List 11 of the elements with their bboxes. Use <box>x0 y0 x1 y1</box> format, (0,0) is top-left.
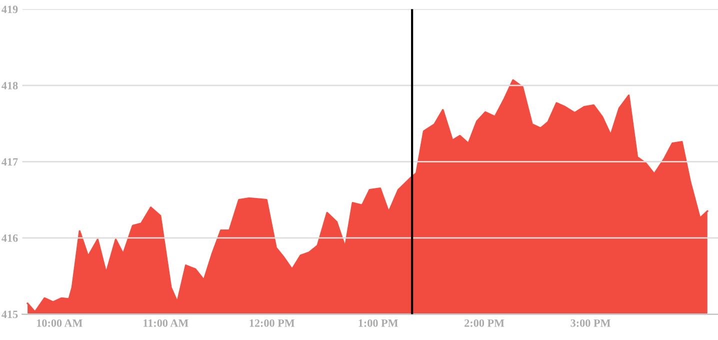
x-tick-label: 1:00 PM <box>358 319 398 327</box>
x-tick-label: 10:00 AM <box>37 319 82 327</box>
y-tick-label: 415 <box>2 310 18 318</box>
y-tick-label: 417 <box>2 158 18 166</box>
y-tick-label: 418 <box>2 82 18 90</box>
x-tick-label: 2:00 PM <box>464 319 504 327</box>
x-tick-label: 11:00 AM <box>144 319 188 327</box>
x-tick-label: 3:00 PM <box>570 319 610 327</box>
y-tick-label: 419 <box>2 6 18 14</box>
x-tick-label: 12:00 PM <box>250 319 295 327</box>
y-tick-label: 416 <box>2 234 18 242</box>
